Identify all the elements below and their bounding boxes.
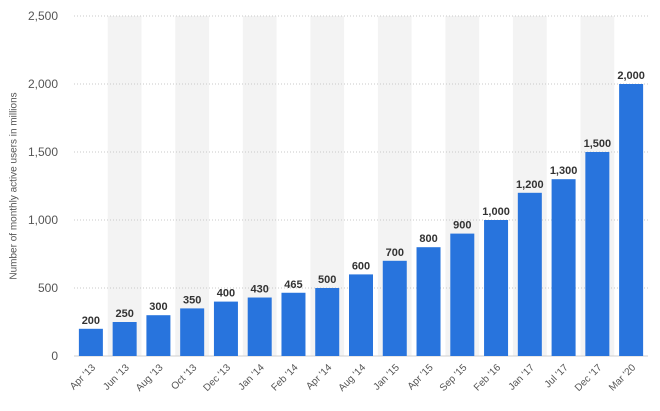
x-tick-label: Oct '13 — [169, 362, 199, 392]
bar — [450, 233, 475, 356]
x-tick-label: Aug '13 — [134, 362, 166, 394]
bar — [551, 179, 576, 356]
x-tick-label: Aug '14 — [337, 362, 369, 394]
x-tick-label: Apr '13 — [68, 362, 98, 392]
bar — [619, 84, 644, 356]
x-tick-label: Jun '13 — [101, 362, 132, 393]
bar — [213, 301, 238, 356]
bar — [78, 328, 103, 356]
bar-value-label: 800 — [419, 233, 437, 245]
bar — [484, 220, 509, 356]
bar-value-label: 430 — [251, 284, 269, 296]
background-band — [175, 16, 210, 356]
bar-value-label: 400 — [217, 288, 235, 300]
y-tick-label: 0 — [51, 349, 58, 363]
bar-value-label: 200 — [82, 315, 100, 327]
x-tick-label: Dec '17 — [573, 362, 605, 394]
y-tick-label: 2,500 — [28, 9, 58, 23]
bar — [315, 288, 340, 356]
x-tick-label: Jan '17 — [507, 362, 538, 393]
bar-value-label: 2,000 — [617, 70, 645, 82]
bar — [281, 292, 306, 356]
bar-value-label: 250 — [115, 308, 133, 320]
y-tick-label: 1,500 — [28, 145, 58, 159]
bar — [180, 308, 205, 356]
bar-value-label: 350 — [183, 294, 201, 306]
bar-value-label: 500 — [318, 274, 336, 286]
x-tick-label: Dec '13 — [202, 362, 234, 394]
x-tick-label: Apr '14 — [304, 362, 334, 392]
bar — [585, 152, 610, 356]
x-tick-label: Jan '15 — [372, 362, 403, 393]
background-band — [107, 16, 142, 356]
bar-value-label: 1,500 — [584, 138, 612, 150]
x-tick-label: Jul '17 — [543, 362, 571, 390]
y-tick-label: 500 — [38, 281, 58, 295]
bar-value-label: 300 — [149, 301, 167, 313]
x-tick-label: Feb '14 — [269, 362, 300, 393]
bar — [382, 260, 407, 356]
x-tick-label: Mar '20 — [607, 362, 638, 393]
bar — [146, 315, 171, 356]
bar-value-label: 900 — [453, 220, 471, 232]
y-tick-label: 2,000 — [28, 77, 58, 91]
bar-value-label: 1,000 — [482, 206, 510, 218]
bar-value-label: 600 — [352, 260, 370, 272]
x-tick-label: Sep '15 — [438, 362, 470, 394]
bar-value-label: 700 — [386, 247, 404, 259]
bar — [416, 247, 441, 356]
bar — [349, 274, 373, 356]
x-tick-label: Feb '16 — [472, 362, 503, 393]
y-tick-label: 1,000 — [28, 213, 58, 227]
x-tick-label: Apr '15 — [406, 362, 436, 392]
x-tick-label: Jan '14 — [236, 362, 267, 393]
bar-value-label: 1,200 — [516, 179, 544, 191]
bar-value-label: 1,300 — [550, 165, 578, 177]
bar — [517, 192, 542, 356]
bar — [247, 297, 272, 356]
bar-value-label: 465 — [284, 279, 302, 291]
bar — [112, 322, 137, 356]
